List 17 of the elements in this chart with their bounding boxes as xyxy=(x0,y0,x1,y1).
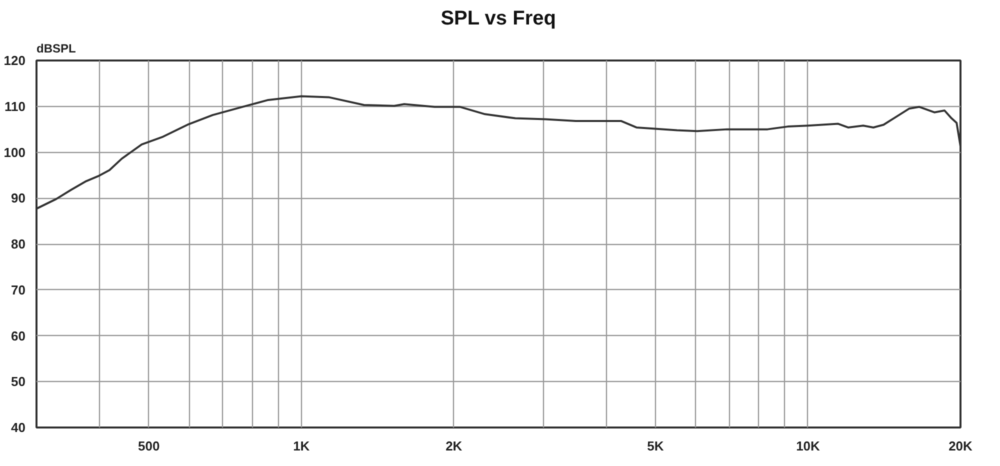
x-tick-label: 1K xyxy=(293,438,310,454)
x-tick-label: 10K xyxy=(796,438,821,454)
y-tick-label: 70 xyxy=(11,282,26,298)
x-tick-label: 500 xyxy=(138,438,160,454)
y-tick-label: 40 xyxy=(11,420,26,435)
y-tick-label: 120 xyxy=(4,53,26,68)
chart-title: SPL vs Freq xyxy=(440,8,556,30)
y-tick-label: 110 xyxy=(4,98,26,114)
y-tick-label: 60 xyxy=(11,328,26,344)
y-tick-label: 50 xyxy=(11,374,26,390)
x-tick-label: 2K xyxy=(446,438,463,454)
y-tick-label: 90 xyxy=(11,190,26,206)
y-axis-title: dBSPL xyxy=(36,42,76,56)
x-tick-label: 20K xyxy=(948,438,974,454)
y-tick-label: 80 xyxy=(11,236,26,252)
y-tick-label: 100 xyxy=(4,144,26,160)
x-tick-label: 5K xyxy=(647,438,664,454)
